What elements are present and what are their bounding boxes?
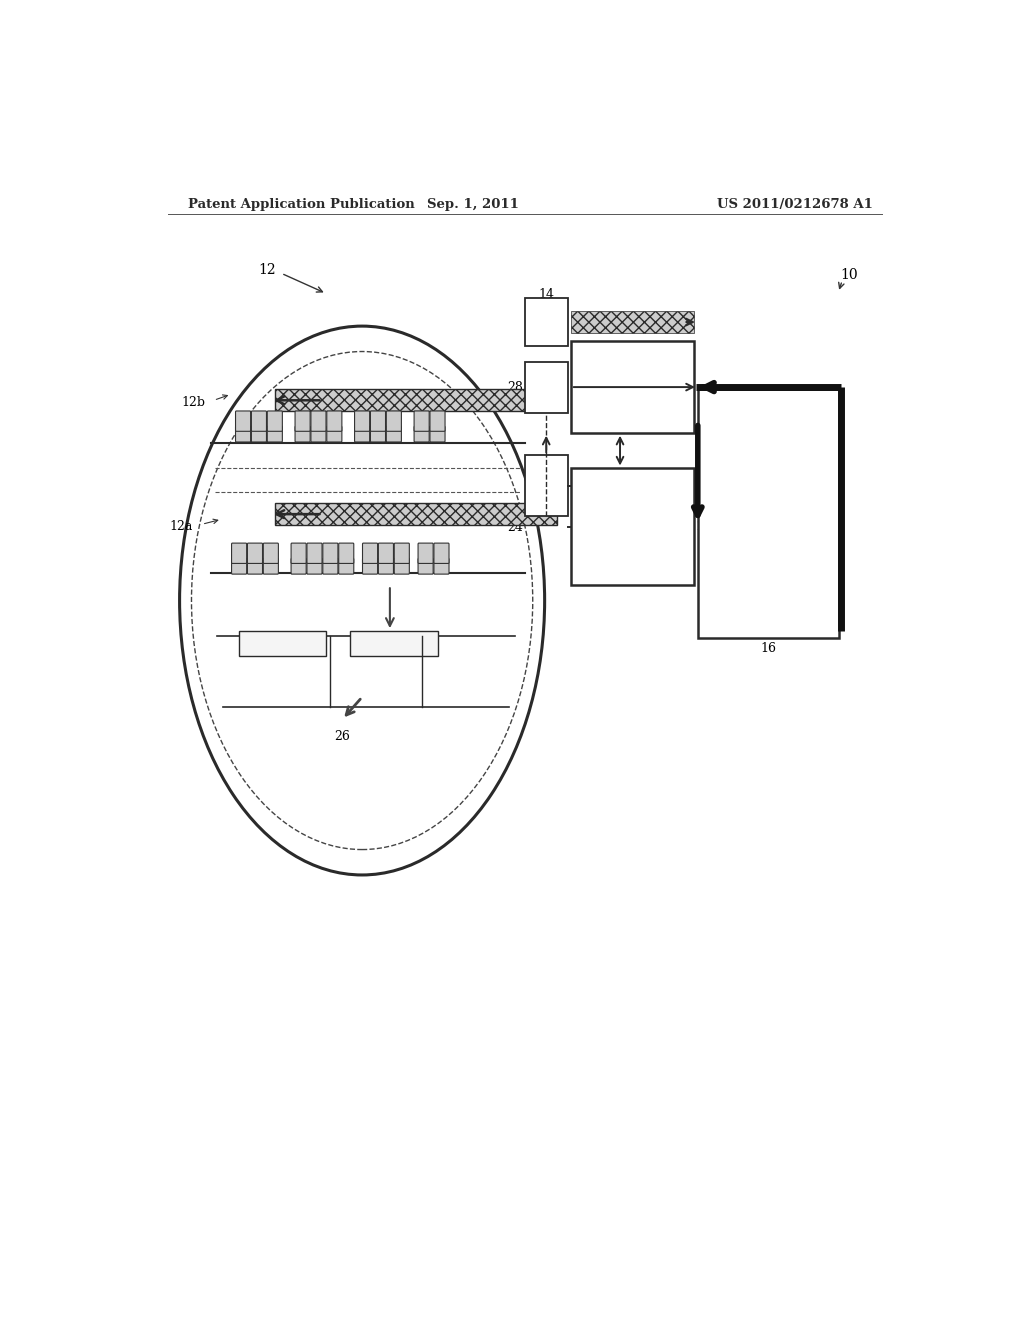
- Text: 22: 22: [616, 322, 633, 335]
- FancyBboxPatch shape: [231, 558, 247, 574]
- FancyBboxPatch shape: [371, 411, 385, 432]
- FancyBboxPatch shape: [394, 558, 410, 574]
- FancyBboxPatch shape: [248, 558, 262, 574]
- FancyBboxPatch shape: [379, 543, 393, 564]
- FancyBboxPatch shape: [323, 543, 338, 564]
- FancyBboxPatch shape: [236, 411, 251, 432]
- FancyBboxPatch shape: [418, 558, 433, 574]
- FancyBboxPatch shape: [362, 558, 378, 574]
- FancyBboxPatch shape: [362, 543, 378, 564]
- FancyBboxPatch shape: [323, 558, 338, 574]
- FancyBboxPatch shape: [295, 411, 310, 432]
- FancyBboxPatch shape: [524, 362, 568, 412]
- FancyBboxPatch shape: [307, 543, 322, 564]
- Text: 26: 26: [334, 730, 350, 743]
- Bar: [570, 312, 694, 333]
- FancyBboxPatch shape: [524, 455, 568, 516]
- FancyBboxPatch shape: [339, 543, 353, 564]
- Text: 12a: 12a: [170, 520, 194, 533]
- FancyBboxPatch shape: [252, 426, 266, 442]
- FancyBboxPatch shape: [570, 342, 694, 433]
- FancyBboxPatch shape: [267, 411, 283, 432]
- Text: 12: 12: [258, 263, 275, 277]
- FancyBboxPatch shape: [327, 426, 342, 442]
- Text: Sep. 1, 2011: Sep. 1, 2011: [427, 198, 519, 211]
- Text: 10: 10: [840, 268, 857, 282]
- FancyBboxPatch shape: [434, 558, 449, 574]
- FancyBboxPatch shape: [291, 558, 306, 574]
- FancyBboxPatch shape: [263, 558, 279, 574]
- FancyBboxPatch shape: [697, 389, 839, 638]
- FancyBboxPatch shape: [354, 411, 370, 432]
- FancyBboxPatch shape: [570, 469, 694, 585]
- FancyBboxPatch shape: [386, 411, 401, 432]
- FancyBboxPatch shape: [371, 426, 385, 442]
- FancyBboxPatch shape: [414, 411, 429, 432]
- Text: 16: 16: [761, 643, 776, 655]
- FancyBboxPatch shape: [524, 297, 568, 346]
- FancyBboxPatch shape: [354, 426, 370, 442]
- FancyBboxPatch shape: [430, 411, 445, 432]
- FancyBboxPatch shape: [240, 631, 327, 656]
- Bar: [274, 389, 557, 412]
- FancyBboxPatch shape: [339, 558, 353, 574]
- FancyBboxPatch shape: [418, 543, 433, 564]
- Text: 20: 20: [696, 520, 712, 533]
- FancyBboxPatch shape: [414, 426, 429, 442]
- FancyBboxPatch shape: [386, 426, 401, 442]
- FancyBboxPatch shape: [350, 631, 437, 656]
- FancyBboxPatch shape: [231, 543, 247, 564]
- Text: 14: 14: [539, 288, 554, 301]
- FancyBboxPatch shape: [307, 558, 322, 574]
- Text: 12b: 12b: [182, 396, 206, 409]
- FancyBboxPatch shape: [379, 558, 393, 574]
- FancyBboxPatch shape: [248, 543, 262, 564]
- Text: US 2011/0212678 A1: US 2011/0212678 A1: [717, 198, 872, 211]
- Bar: [274, 503, 557, 525]
- FancyBboxPatch shape: [311, 411, 326, 432]
- FancyBboxPatch shape: [434, 543, 449, 564]
- FancyBboxPatch shape: [291, 543, 306, 564]
- Text: 18: 18: [570, 405, 587, 417]
- Text: 28: 28: [507, 380, 523, 393]
- FancyBboxPatch shape: [263, 543, 279, 564]
- FancyBboxPatch shape: [394, 543, 410, 564]
- FancyBboxPatch shape: [311, 426, 326, 442]
- Text: Patent Application Publication: Patent Application Publication: [187, 198, 415, 211]
- Text: 24: 24: [507, 521, 523, 535]
- FancyBboxPatch shape: [327, 411, 342, 432]
- FancyBboxPatch shape: [295, 426, 310, 442]
- FancyBboxPatch shape: [236, 426, 251, 442]
- FancyBboxPatch shape: [252, 411, 266, 432]
- FancyBboxPatch shape: [430, 426, 445, 442]
- FancyBboxPatch shape: [267, 426, 283, 442]
